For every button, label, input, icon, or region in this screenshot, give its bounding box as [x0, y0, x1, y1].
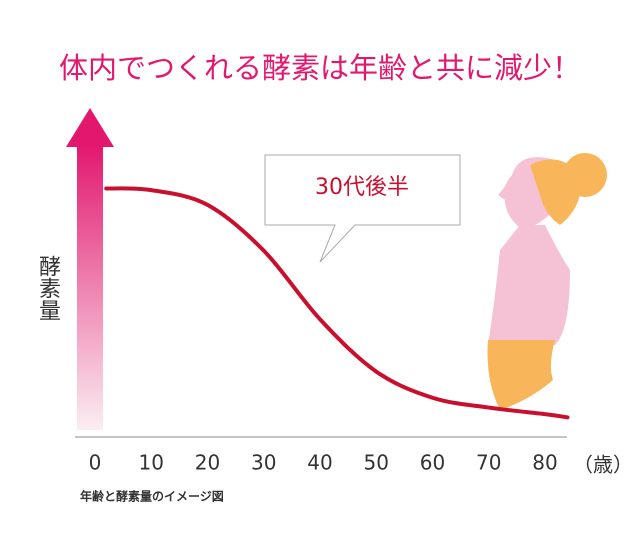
x-tick-label: 50 — [364, 451, 389, 475]
chart-title: 体内でつくれる酵素は年齢と共に減少！ — [59, 51, 581, 85]
x-tick-label: 20 — [195, 451, 220, 475]
x-tick-label: 60 — [420, 451, 445, 475]
y-arrow-head — [66, 108, 114, 147]
y-arrow — [77, 145, 103, 430]
x-tick-label: 40 — [307, 451, 332, 475]
y-axis-label: 酵素量 — [35, 255, 60, 321]
callout-text: 30代後半 — [315, 175, 409, 200]
woman-illustration — [487, 153, 607, 410]
x-tick-label: 30 — [251, 451, 276, 475]
callout — [264, 154, 461, 263]
x-tick-label: 80 — [532, 451, 557, 475]
x-tick-label: 10 — [139, 451, 164, 475]
x-unit: （歳） — [573, 453, 633, 477]
caption: 年齢と酵素量のイメージ図 — [80, 489, 224, 504]
x-tick-label: 0 — [89, 451, 102, 475]
line — [104, 186, 570, 420]
x-tick-label: 70 — [476, 451, 501, 475]
